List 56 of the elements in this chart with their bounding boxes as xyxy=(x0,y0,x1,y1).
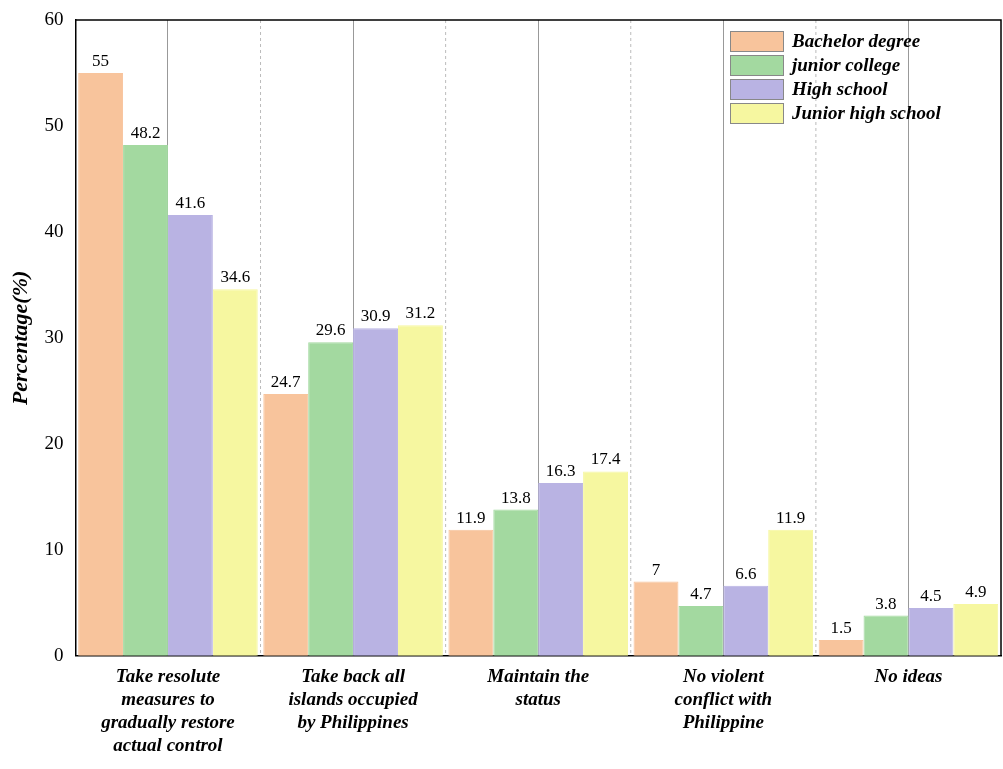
x-tick-label: Take resolute measures to gradually restore actual control xyxy=(100,665,236,755)
x-tick-label: No ideas xyxy=(873,665,943,687)
bar xyxy=(633,581,679,656)
bar xyxy=(212,289,258,656)
x-tick-label: Take back all islands occupied by Philippines xyxy=(288,665,419,732)
y-tick-label: 50 xyxy=(44,113,64,135)
data-label: 11.9 xyxy=(456,507,486,527)
y-tick-label: 10 xyxy=(44,537,64,559)
data-label: 11.9 xyxy=(776,507,806,527)
bar xyxy=(818,639,864,656)
x-tick-label: No violent conflict with Philippine xyxy=(674,665,773,732)
bar xyxy=(678,606,724,656)
data-label: 4.7 xyxy=(690,583,712,603)
data-label: 29.6 xyxy=(315,320,346,340)
bar xyxy=(583,471,628,656)
y-tick-label: 20 xyxy=(44,431,64,453)
bar xyxy=(538,483,584,656)
bar xyxy=(953,603,999,656)
y-tick-label: 40 xyxy=(44,219,64,241)
bar xyxy=(167,214,213,656)
data-label: 6.6 xyxy=(735,563,757,583)
bar xyxy=(123,145,168,656)
bar xyxy=(768,529,814,656)
bar xyxy=(78,72,124,656)
data-label: 17.4 xyxy=(590,449,621,469)
bar xyxy=(493,509,539,656)
y-tick-label: 30 xyxy=(44,325,64,347)
data-label: 41.6 xyxy=(175,192,206,212)
data-label: 4.5 xyxy=(920,586,942,606)
bar xyxy=(908,608,954,656)
bar xyxy=(263,394,309,656)
bar xyxy=(448,529,494,656)
y-tick-label: 60 xyxy=(44,7,64,29)
data-label: 16.3 xyxy=(545,461,576,481)
data-label: 7 xyxy=(651,559,661,579)
x-tick-label: Maintain the status xyxy=(486,665,590,709)
data-label: 55 xyxy=(92,50,110,70)
legend-label: Junior high school xyxy=(792,102,941,124)
y-axis-title: Percentage(%) xyxy=(6,270,32,407)
legend-label: High school xyxy=(792,78,888,100)
data-label: 34.6 xyxy=(220,267,251,287)
data-label: 4.9 xyxy=(965,581,987,601)
bar xyxy=(397,325,443,656)
y-tick-label: 0 xyxy=(53,643,64,665)
data-label: 48.2 xyxy=(130,123,161,143)
data-label: 1.5 xyxy=(830,617,852,637)
data-label: 31.2 xyxy=(405,303,436,323)
legend-label: Bachelor degree xyxy=(792,30,921,52)
bar xyxy=(308,342,354,656)
data-label: 13.8 xyxy=(500,487,531,507)
data-label: 24.7 xyxy=(270,372,302,392)
bar xyxy=(723,585,769,656)
bar xyxy=(863,615,909,656)
data-label: 3.8 xyxy=(875,593,897,613)
data-label: 30.9 xyxy=(360,306,391,326)
bar xyxy=(353,328,398,656)
